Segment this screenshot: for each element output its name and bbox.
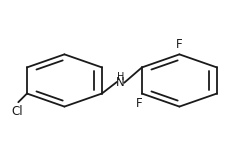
Text: F: F [176,38,183,51]
Text: F: F [136,97,143,111]
Text: Cl: Cl [11,105,23,118]
Text: N: N [116,76,125,89]
Text: H: H [117,73,124,83]
